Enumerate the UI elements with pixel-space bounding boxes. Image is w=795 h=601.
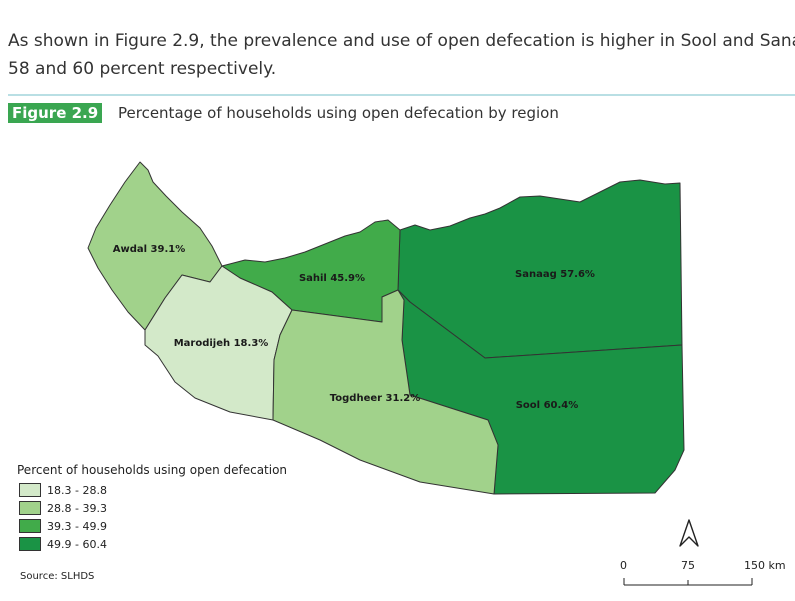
scale-label-150: 150 km bbox=[744, 559, 786, 572]
intro-line-2: 58 and 60 percent respectively. bbox=[8, 59, 277, 79]
legend-label: 49.9 - 60.4 bbox=[47, 537, 107, 551]
legend-item: 39.3 - 49.9 bbox=[19, 517, 287, 535]
legend-item: 49.9 - 60.4 bbox=[19, 535, 287, 553]
scale-label-75: 75 bbox=[681, 559, 695, 572]
map-legend: Percent of households using open defecat… bbox=[17, 463, 287, 553]
intro-paragraph: As shown in Figure 2.9, the prevalence a… bbox=[8, 27, 795, 83]
legend-swatch bbox=[19, 483, 41, 497]
legend-item: 28.8 - 39.3 bbox=[19, 499, 287, 517]
region-togdheer-shape[interactable] bbox=[272, 289, 499, 495]
legend-label: 18.3 - 28.8 bbox=[47, 483, 107, 497]
region-label-sanaag: Sanaag 57.6% bbox=[515, 269, 595, 280]
region-label-togdheer: Togdheer 31.2% bbox=[330, 393, 420, 404]
region-label-sahil: Sahil 45.9% bbox=[299, 273, 365, 284]
source-note: Source: SLHDS bbox=[20, 571, 95, 582]
legend-item: 18.3 - 28.8 bbox=[19, 481, 287, 499]
legend-swatch bbox=[19, 519, 41, 533]
region-label-marodijeh: Marodijeh 18.3% bbox=[174, 338, 269, 349]
figure-divider bbox=[8, 94, 795, 96]
legend-swatch bbox=[19, 537, 41, 551]
legend-label: 39.3 - 49.9 bbox=[47, 519, 107, 533]
scale-bar bbox=[623, 578, 753, 586]
intro-line-1: As shown in Figure 2.9, the prevalence a… bbox=[8, 31, 795, 51]
legend-title: Percent of households using open defecat… bbox=[17, 463, 288, 477]
region-label-awdal: Awdal 39.1% bbox=[113, 244, 186, 255]
region-label-sool: Sool 60.4% bbox=[516, 400, 579, 411]
region-togdheer[interactable]: Togdheer 31.2% bbox=[272, 289, 499, 495]
figure-title: Percentage of households using open defe… bbox=[118, 104, 559, 122]
figure-number-badge: Figure 2.9 bbox=[8, 103, 103, 123]
legend-label: 28.8 - 39.3 bbox=[47, 501, 107, 515]
scale-label-0: 0 bbox=[620, 559, 627, 572]
legend-swatch bbox=[19, 501, 41, 515]
north-arrow-icon bbox=[679, 519, 699, 547]
